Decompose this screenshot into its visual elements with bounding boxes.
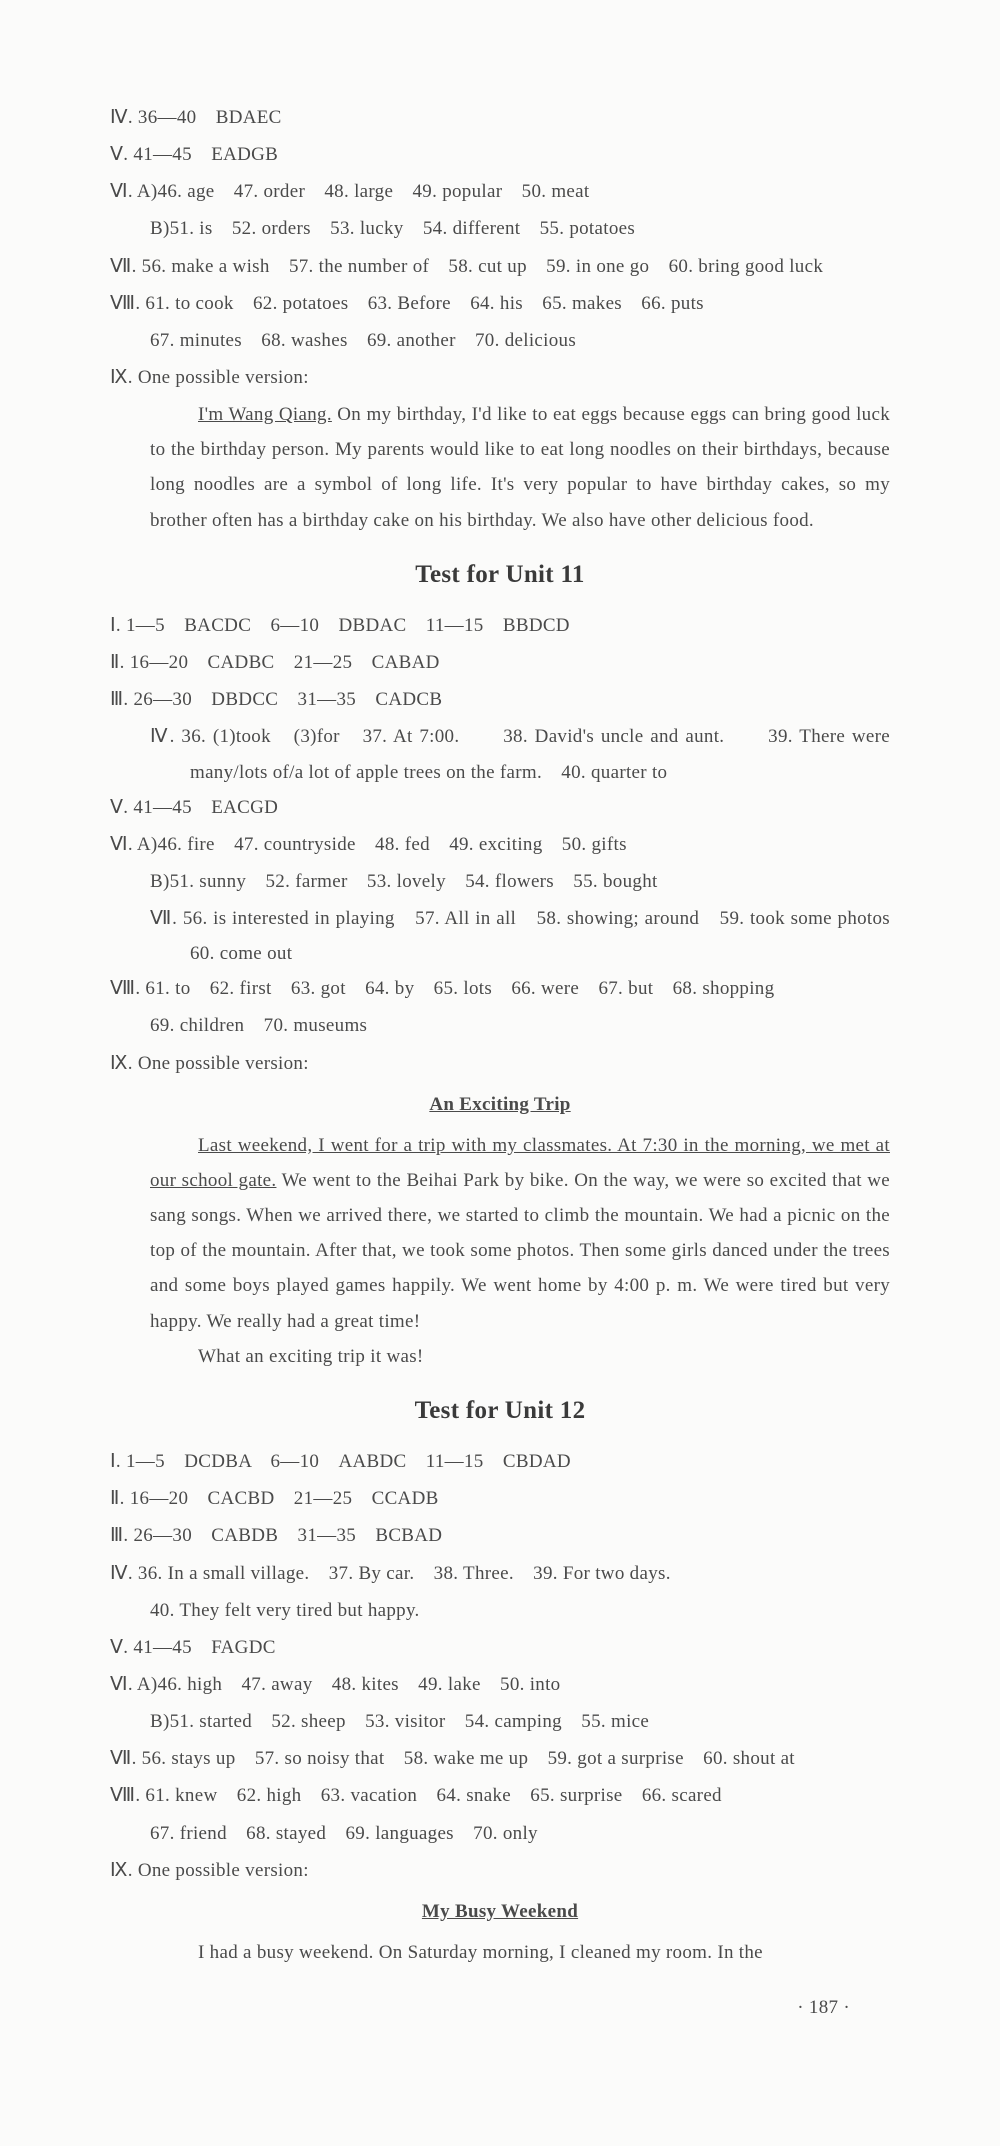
answer-line: Ⅵ. A)46. fire 47. countryside 48. fed 49… [110,827,890,862]
answer-line: Ⅴ. 41—45 EACGD [110,790,890,825]
answer-line: Ⅷ. 61. to cook 62. potatoes 63. Before 6… [110,286,890,321]
essay-paragraph: What an exciting trip it was! [110,1339,890,1374]
answer-line: 40. They felt very tired but happy. [110,1593,890,1628]
answer-line: Ⅷ. 61. to 62. first 63. got 64. by 65. l… [110,971,890,1006]
answer-line: B)51. started 52. sheep 53. visitor 54. … [110,1704,890,1739]
answer-line: Ⅰ. 1—5 DCDBA 6—10 AABDC 11—15 CBDAD [110,1444,890,1479]
essay-paragraph: I'm Wang Qiang. On my birthday, I'd like… [110,397,890,538]
page-number: · 187 · [110,1990,890,2025]
answer-line: Ⅳ. 36. In a small village. 37. By car. 3… [110,1556,890,1591]
answer-line: 67. friend 68. stayed 69. languages 70. … [110,1816,890,1851]
answer-line: Ⅲ. 26—30 DBDCC 31—35 CADCB [110,682,890,717]
answer-line: Ⅰ. 1—5 BACDC 6—10 DBDAC 11—15 BBDCD [110,608,890,643]
answer-line: Ⅳ. 36. (1)took (3)for 37. At 7:00. 38. D… [110,719,890,789]
answer-line: 69. children 70. museums [110,1008,890,1043]
essay-paragraph: Last weekend, I went for a trip with my … [110,1128,890,1339]
unit-title: Test for Unit 12 [110,1388,890,1434]
answer-line: Ⅷ. 61. knew 62. high 63. vacation 64. sn… [110,1778,890,1813]
answer-line: Ⅶ. 56. stays up 57. so noisy that 58. wa… [110,1741,890,1776]
answer-line: Ⅴ. 41—45 EADGB [110,137,890,172]
answer-line: Ⅳ. 36—40 BDAEC [110,100,890,135]
answer-line: Ⅶ. 56. is interested in playing 57. All … [110,901,890,971]
answer-line: Ⅶ. 56. make a wish 57. the number of 58.… [110,249,890,284]
essay-title: My Busy Weekend [110,1894,890,1929]
answer-line: Ⅱ. 16—20 CACBD 21—25 CCADB [110,1481,890,1516]
essay-title: An Exciting Trip [110,1087,890,1122]
answer-line: 67. minutes 68. washes 69. another 70. d… [110,323,890,358]
answer-line: B)51. is 52. orders 53. lucky 54. differ… [110,211,890,246]
answer-line: Ⅱ. 16—20 CADBC 21—25 CABAD [110,645,890,680]
answer-line: Ⅸ. One possible version: [110,360,890,395]
answer-line: Ⅸ. One possible version: [110,1046,890,1081]
answer-line: Ⅲ. 26—30 CABDB 31—35 BCBAD [110,1518,890,1553]
answer-line: B)51. sunny 52. farmer 53. lovely 54. fl… [110,864,890,899]
unit-title: Test for Unit 11 [110,552,890,598]
answer-line: Ⅵ. A)46. high 47. away 48. kites 49. lak… [110,1667,890,1702]
essay-underlined: I'm Wang Qiang. [198,404,332,425]
answer-line: Ⅴ. 41—45 FAGDC [110,1630,890,1665]
essay-paragraph: I had a busy weekend. On Saturday mornin… [110,1935,890,1970]
answer-line: Ⅵ. A)46. age 47. order 48. large 49. pop… [110,174,890,209]
answer-line: Ⅸ. One possible version: [110,1853,890,1888]
essay-text: We went to the Beihai Park by bike. On t… [150,1170,890,1332]
